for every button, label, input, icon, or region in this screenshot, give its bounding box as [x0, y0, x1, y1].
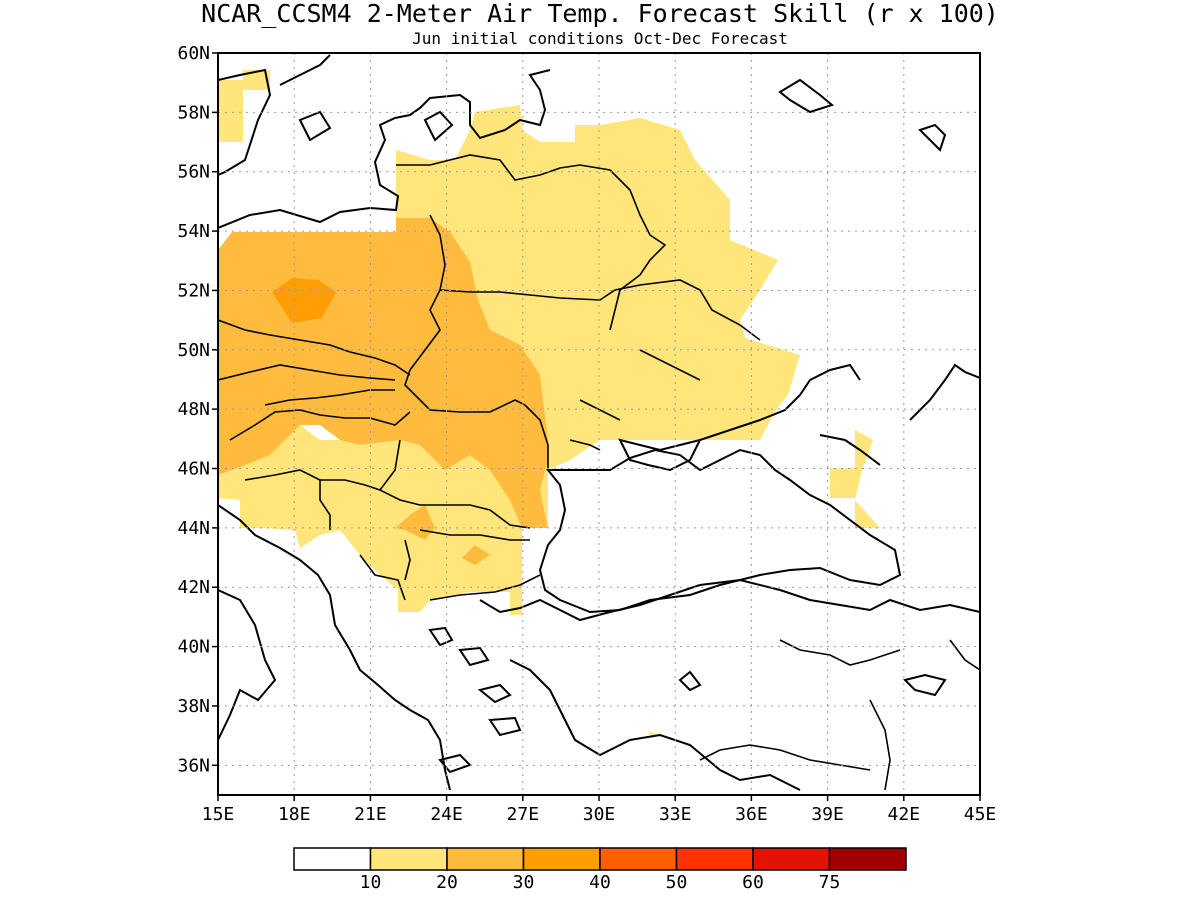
chart-title: NCAR_CCSM4 2-Meter Air Temp. Forecast Sk…	[201, 0, 999, 28]
skill-patch-caucasus	[830, 430, 880, 528]
skill-patch-bulgaria2	[462, 545, 490, 565]
legend-swatch	[599, 847, 678, 871]
x-tick-label: 15E	[202, 804, 235, 825]
y-tick-label: 38N	[177, 696, 210, 717]
y-tick-label: 56N	[177, 162, 210, 183]
y-tick-label: 42N	[177, 577, 210, 598]
coastlines	[218, 54, 980, 791]
y-tick-label: 50N	[177, 340, 210, 361]
legend-swatch	[522, 847, 601, 871]
legend-swatch	[446, 847, 525, 871]
legend-swatch	[752, 847, 831, 871]
y-tick-label: 44N	[177, 518, 210, 539]
x-tick-label: 42E	[888, 804, 921, 825]
legend-swatch	[828, 847, 907, 871]
legend-label: 20	[436, 872, 458, 893]
x-tick-label: 33E	[659, 804, 692, 825]
y-tick-label: 60N	[177, 43, 210, 64]
x-tick-label: 18E	[278, 804, 311, 825]
legend-label: 30	[513, 872, 535, 893]
x-tick-label: 39E	[811, 804, 844, 825]
latitude-axis: 36N 38N 40N 42N 44N 46N 48N 50N 52N 54N 56N 58N 60N	[177, 43, 218, 776]
skill-patch-north	[218, 80, 243, 142]
legend-label: 75	[819, 872, 841, 893]
color-legend: 10 20 30 40 50 60 75	[293, 847, 907, 893]
x-tick-label: 45E	[964, 804, 997, 825]
legend-label: 50	[666, 872, 688, 893]
skill-region-30-40	[272, 278, 336, 323]
y-tick-label: 54N	[177, 221, 210, 242]
y-tick-label: 46N	[177, 459, 210, 480]
map-area: 15E 18E 21E 24E 27E 30E 33E 36E 39E 42E 45E 36N 38N…	[177, 43, 996, 825]
legend-label: 40	[589, 872, 611, 893]
y-tick-label: 52N	[177, 280, 210, 301]
y-tick-label: 36N	[177, 755, 210, 776]
x-tick-label: 36E	[735, 804, 768, 825]
chart-subtitle: Jun initial conditions Oct-Dec Forecast	[412, 29, 788, 48]
x-tick-label: 27E	[507, 804, 540, 825]
legend-swatch	[369, 847, 448, 871]
legend-label: 60	[742, 872, 764, 893]
longitude-axis: 15E 18E 21E 24E 27E 30E 33E 36E 39E 42E 45E	[202, 795, 997, 825]
skill-patch-north2	[243, 70, 270, 90]
legend-swatch	[293, 847, 372, 871]
legend-swatch	[675, 847, 754, 871]
map-gridlines	[218, 53, 980, 795]
legend-label: 10	[360, 872, 382, 893]
x-tick-label: 21E	[354, 804, 387, 825]
y-tick-label: 48N	[177, 399, 210, 420]
x-tick-label: 30E	[583, 804, 616, 825]
skill-patch-greek-coast	[510, 592, 522, 615]
y-tick-label: 58N	[177, 102, 210, 123]
political-borders	[218, 154, 980, 791]
y-tick-label: 40N	[177, 637, 210, 658]
x-tick-label: 24E	[430, 804, 463, 825]
